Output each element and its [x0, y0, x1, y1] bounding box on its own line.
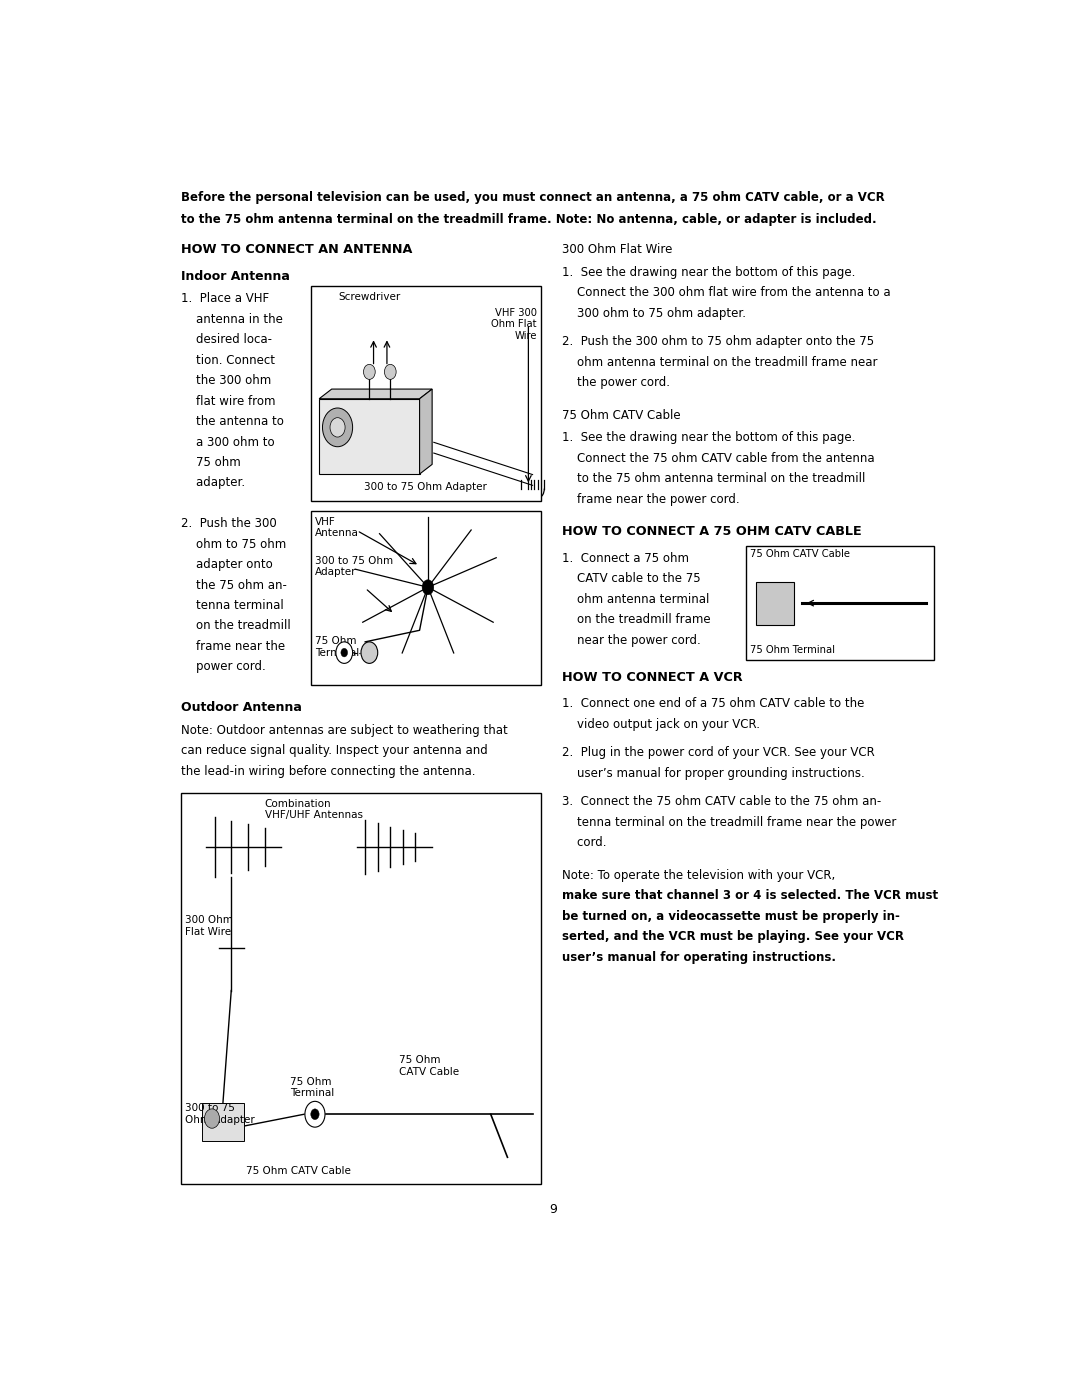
Text: 1.  Connect a 75 ohm: 1. Connect a 75 ohm — [562, 552, 689, 564]
Text: user’s manual for operating instructions.: user’s manual for operating instructions… — [562, 950, 836, 964]
Text: tion. Connect: tion. Connect — [181, 353, 275, 367]
Text: tenna terminal on the treadmill frame near the power: tenna terminal on the treadmill frame ne… — [562, 816, 896, 828]
Text: 300 Ohm
Flat Wire: 300 Ohm Flat Wire — [186, 915, 233, 937]
Circle shape — [305, 1101, 325, 1127]
Text: Outdoor Antenna: Outdoor Antenna — [181, 701, 302, 714]
Text: near the power cord.: near the power cord. — [562, 634, 701, 647]
Text: Before the personal television can be used, you must connect an antenna, a 75 oh: Before the personal television can be us… — [181, 191, 885, 204]
Circle shape — [422, 580, 434, 595]
Text: can reduce signal quality. Inspect your antenna and: can reduce signal quality. Inspect your … — [181, 745, 488, 757]
Text: power cord.: power cord. — [181, 661, 266, 673]
Polygon shape — [320, 390, 432, 398]
Text: VHF 300
Ohm Flat
Wire: VHF 300 Ohm Flat Wire — [491, 307, 537, 341]
Text: tenna terminal: tenna terminal — [181, 599, 284, 612]
Text: cord.: cord. — [562, 837, 606, 849]
Text: user’s manual for proper grounding instructions.: user’s manual for proper grounding instr… — [562, 767, 865, 780]
Text: Indoor Antenna: Indoor Antenna — [181, 270, 289, 284]
Text: Note: Outdoor antennas are subject to weathering that: Note: Outdoor antennas are subject to we… — [181, 724, 508, 736]
Text: 75 Ohm CATV Cable: 75 Ohm CATV Cable — [751, 549, 850, 559]
Text: 1.  Place a VHF: 1. Place a VHF — [181, 292, 269, 306]
Circle shape — [311, 1109, 320, 1119]
Text: flat wire from: flat wire from — [181, 395, 275, 408]
Text: Connect the 75 ohm CATV cable from the antenna: Connect the 75 ohm CATV cable from the a… — [562, 451, 875, 465]
Text: be turned on, a videocassette must be properly in-: be turned on, a videocassette must be pr… — [562, 909, 900, 922]
Text: ohm antenna terminal on the treadmill frame near: ohm antenna terminal on the treadmill fr… — [562, 356, 877, 369]
Text: CATV cable to the 75: CATV cable to the 75 — [562, 573, 701, 585]
FancyBboxPatch shape — [181, 793, 541, 1185]
Text: the 75 ohm an-: the 75 ohm an- — [181, 578, 287, 591]
Circle shape — [323, 408, 352, 447]
Text: 9: 9 — [550, 1203, 557, 1217]
Polygon shape — [756, 581, 794, 624]
Text: 75 Ohm
Terminal: 75 Ohm Terminal — [315, 637, 360, 658]
Text: make sure that channel 3 or 4 is selected. The VCR must: make sure that channel 3 or 4 is selecte… — [562, 890, 939, 902]
Circle shape — [336, 641, 352, 664]
FancyBboxPatch shape — [746, 546, 934, 661]
Text: 1.  See the drawing near the bottom of this page.: 1. See the drawing near the bottom of th… — [562, 265, 855, 279]
Text: adapter.: adapter. — [181, 476, 245, 489]
Text: 75 Ohm Terminal: 75 Ohm Terminal — [751, 645, 835, 655]
Circle shape — [361, 641, 378, 664]
Text: frame near the power cord.: frame near the power cord. — [562, 493, 740, 506]
Circle shape — [364, 365, 375, 380]
Text: Combination
VHF/UHF Antennas: Combination VHF/UHF Antennas — [265, 799, 363, 820]
Text: 1.  Connect one end of a 75 ohm CATV cable to the: 1. Connect one end of a 75 ohm CATV cabl… — [562, 697, 864, 710]
Text: 300 ohm to 75 ohm adapter.: 300 ohm to 75 ohm adapter. — [562, 307, 746, 320]
Text: 75 Ohm CATV Cable: 75 Ohm CATV Cable — [562, 409, 680, 422]
Text: 75 Ohm
Terminal: 75 Ohm Terminal — [289, 1077, 334, 1098]
Text: the lead-in wiring before connecting the antenna.: the lead-in wiring before connecting the… — [181, 764, 475, 778]
Text: to the 75 ohm antenna terminal on the treadmill frame. Note: No antenna, cable, : to the 75 ohm antenna terminal on the tr… — [181, 212, 877, 226]
Text: 2.  Push the 300 ohm to 75 ohm adapter onto the 75: 2. Push the 300 ohm to 75 ohm adapter on… — [562, 335, 874, 348]
Circle shape — [330, 418, 346, 437]
Text: HOW TO CONNECT A VCR: HOW TO CONNECT A VCR — [562, 671, 742, 683]
Text: Note: To operate the television with your VCR,: Note: To operate the television with you… — [562, 869, 839, 882]
Text: 300 to 75 Ohm
Adapter: 300 to 75 Ohm Adapter — [315, 556, 393, 577]
Text: ohm to 75 ohm: ohm to 75 ohm — [181, 538, 286, 550]
Text: 75 Ohm CATV Cable: 75 Ohm CATV Cable — [246, 1165, 351, 1175]
Text: VHF
Antenna: VHF Antenna — [315, 517, 359, 538]
Text: 1.  See the drawing near the bottom of this page.: 1. See the drawing near the bottom of th… — [562, 432, 855, 444]
Text: on the treadmill frame: on the treadmill frame — [562, 613, 711, 626]
Text: HOW TO CONNECT A 75 OHM CATV CABLE: HOW TO CONNECT A 75 OHM CATV CABLE — [562, 525, 862, 538]
Text: ohm antenna terminal: ohm antenna terminal — [562, 592, 710, 606]
Text: on the treadmill: on the treadmill — [181, 619, 291, 633]
Polygon shape — [202, 1104, 244, 1141]
Circle shape — [384, 365, 396, 380]
Text: the power cord.: the power cord. — [562, 376, 670, 390]
Text: antenna in the: antenna in the — [181, 313, 283, 326]
Text: 300 Ohm Flat Wire: 300 Ohm Flat Wire — [562, 243, 672, 257]
Text: 75 Ohm
CATV Cable: 75 Ohm CATV Cable — [399, 1055, 459, 1077]
Polygon shape — [419, 390, 432, 474]
Polygon shape — [320, 398, 419, 474]
Text: a 300 ohm to: a 300 ohm to — [181, 436, 274, 448]
Circle shape — [204, 1109, 219, 1129]
FancyBboxPatch shape — [311, 286, 541, 502]
Text: serted, and the VCR must be playing. See your VCR: serted, and the VCR must be playing. See… — [562, 930, 904, 943]
Text: the antenna to: the antenna to — [181, 415, 284, 427]
Text: 2.  Push the 300: 2. Push the 300 — [181, 517, 276, 531]
FancyBboxPatch shape — [311, 511, 541, 685]
Text: 300 to 75
Ohm Adapter: 300 to 75 Ohm Adapter — [186, 1104, 255, 1125]
Text: adapter onto: adapter onto — [181, 559, 273, 571]
Text: 3.  Connect the 75 ohm CATV cable to the 75 ohm an-: 3. Connect the 75 ohm CATV cable to the … — [562, 795, 881, 809]
Text: video output jack on your VCR.: video output jack on your VCR. — [562, 718, 760, 731]
Text: Screwdriver: Screwdriver — [338, 292, 401, 302]
Text: desired loca-: desired loca- — [181, 334, 272, 346]
Text: frame near the: frame near the — [181, 640, 285, 652]
Text: HOW TO CONNECT AN ANTENNA: HOW TO CONNECT AN ANTENNA — [181, 243, 413, 257]
Text: 300 to 75 Ohm Adapter: 300 to 75 Ohm Adapter — [364, 482, 487, 492]
Text: 75 ohm: 75 ohm — [181, 455, 241, 469]
Text: 2.  Plug in the power cord of your VCR. See your VCR: 2. Plug in the power cord of your VCR. S… — [562, 746, 875, 759]
Text: the 300 ohm: the 300 ohm — [181, 374, 271, 387]
Text: Connect the 300 ohm flat wire from the antenna to a: Connect the 300 ohm flat wire from the a… — [562, 286, 891, 299]
Text: to the 75 ohm antenna terminal on the treadmill: to the 75 ohm antenna terminal on the tr… — [562, 472, 865, 485]
Circle shape — [341, 648, 348, 657]
